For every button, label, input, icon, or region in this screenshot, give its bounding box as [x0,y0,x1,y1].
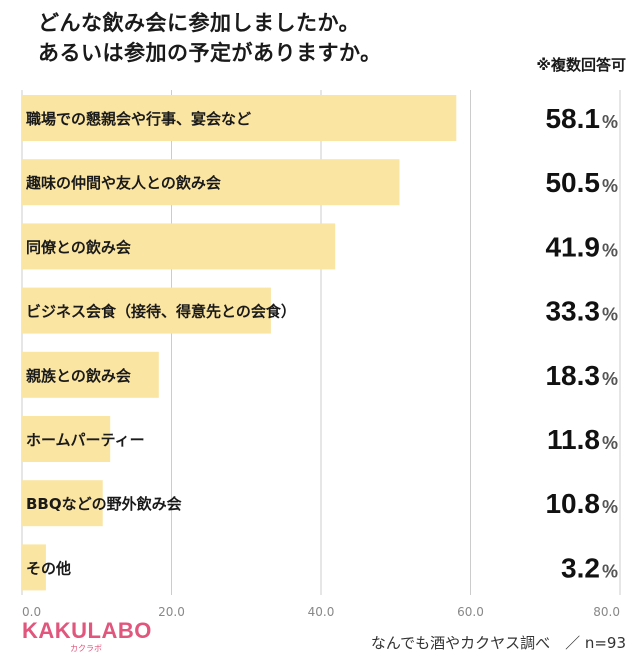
bar [22,416,111,462]
value-label: 3.2% [561,552,618,583]
value-label: 33.3% [545,296,618,327]
value-label: 11.8% [547,424,618,455]
bar [22,95,457,141]
x-tick-label: 0.0 [22,605,41,619]
category-label: その他 [26,559,71,577]
kakulabo-logo: KAKULABO カクラボ [22,618,152,654]
x-tick-label: 80.0 [593,605,620,619]
value-label: 50.5% [545,167,618,198]
category-label: 職場での懇親会や行事、宴会など [26,110,251,128]
title-line-1: どんな飲み会に参加しましたか。 [38,11,361,35]
x-tick-label: 60.0 [457,605,484,619]
logo-subtext: カクラボ [70,644,102,653]
category-label: BBQなどの野外飲み会 [26,495,182,513]
bar [22,544,46,591]
category-label: 趣味の仲間や友人との飲み会 [25,174,221,192]
logo-text: KAKULABO [22,618,152,643]
category-label: ビジネス会食（接待、得意先との会食） [26,303,296,321]
chart-title: どんな飲み会に参加しましたか。 あるいは参加の予定がありますか。 [38,8,382,68]
bar [22,223,336,270]
value-label: 58.1% [545,103,618,134]
x-tick-label: 20.0 [158,605,185,619]
bar [22,159,400,206]
category-label: 同僚との飲み会 [26,238,131,256]
value-label: 10.8% [545,488,618,519]
category-label: ホームパーティー [26,431,145,449]
bar [22,351,159,398]
x-tick-label: 40.0 [308,605,335,619]
multiple-answers-note: ※複数回答可 [536,56,626,74]
bar [22,480,103,527]
title-line-2: あるいは参加の予定がありますか。 [38,41,382,65]
source-note: なんでも酒やカクヤス調べ ／ n=93 [370,634,626,652]
category-label: 親族との飲み会 [26,367,131,385]
value-label: 18.3% [545,360,618,391]
value-label: 41.9% [545,231,618,262]
bar [22,287,271,334]
